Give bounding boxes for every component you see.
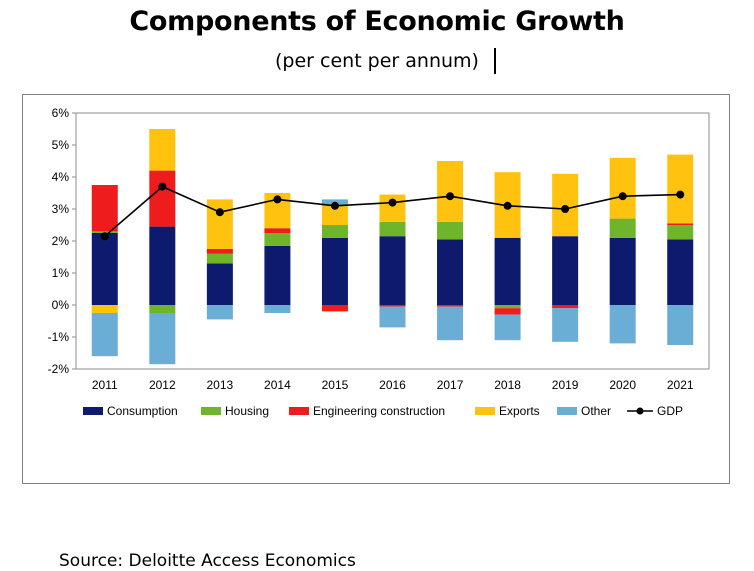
gdp-point — [330, 201, 339, 210]
bar-housing — [667, 225, 694, 240]
bar-consumption — [379, 236, 406, 305]
x-tick-label: 2012 — [149, 378, 176, 392]
chart-title: Components of Economic Growth — [129, 6, 625, 37]
legend-label-housing: Housing — [225, 404, 269, 418]
bar-engineering-construction — [494, 308, 521, 315]
y-tick-label: 0% — [52, 298, 70, 312]
y-tick-label: 5% — [52, 138, 70, 152]
bar-housing — [206, 253, 233, 264]
gdp-point — [158, 182, 167, 191]
bar-consumption — [667, 239, 694, 305]
x-tick-label: 2011 — [92, 378, 118, 392]
bar-other — [206, 305, 233, 320]
bar-housing — [149, 305, 176, 313]
bar-other — [379, 306, 406, 328]
bar-consumption — [437, 239, 464, 305]
bar-other — [552, 308, 579, 342]
bar-engineering-construction — [91, 185, 118, 232]
bar-consumption — [494, 237, 521, 305]
bar-housing — [264, 233, 291, 246]
bar-exports — [149, 129, 176, 171]
bar-exports — [609, 157, 636, 219]
gdp-point — [561, 205, 570, 213]
x-tick-label: 2019 — [552, 378, 579, 392]
legend-swatch-engineering-construction — [289, 407, 309, 415]
gdp-point — [676, 190, 685, 199]
bar-engineering-construction — [321, 305, 348, 312]
x-tick-label: 2020 — [609, 378, 636, 392]
legend-label-engineering-construction: Engineering construction — [313, 404, 445, 418]
gdp-point — [100, 232, 109, 241]
bar-engineering-construction — [206, 249, 233, 254]
legend-swatch-housing — [201, 407, 221, 415]
bar-other — [149, 313, 176, 365]
chart-subtitle: (per cent per annum) — [275, 50, 479, 72]
gdp-point — [388, 198, 397, 207]
source-note: Source: Deloitte Access Economics — [59, 551, 356, 571]
bar-consumption — [206, 263, 233, 305]
legend-label-exports: Exports — [499, 404, 540, 418]
bar-engineering-construction — [552, 305, 579, 309]
legend-label-consumption: Consumption — [107, 404, 178, 418]
bar-consumption — [609, 237, 636, 305]
gdp-point — [446, 192, 455, 201]
bar-other — [264, 305, 291, 313]
y-tick-label: 4% — [52, 170, 70, 184]
bar-consumption — [91, 233, 118, 305]
x-tick-label: 2021 — [667, 378, 694, 392]
gdp-point — [503, 201, 512, 210]
bar-other — [437, 306, 464, 341]
bar-engineering-construction — [264, 228, 291, 233]
legend-label-gdp: GDP — [657, 404, 683, 418]
bar-exports — [321, 205, 348, 225]
y-tick-label: 2% — [52, 234, 70, 248]
bar-consumption — [264, 245, 291, 305]
bar-consumption — [149, 226, 176, 305]
y-tick-label: -1% — [48, 330, 70, 344]
x-tick-label: 2015 — [322, 378, 349, 392]
bar-housing — [437, 221, 464, 240]
legend-swatch-other — [557, 407, 577, 415]
bar-exports — [667, 154, 694, 224]
y-tick-label: 6% — [52, 106, 70, 120]
gdp-point — [273, 195, 282, 204]
x-tick-label: 2014 — [264, 378, 291, 392]
chart-frame: -2% -1% 0% 1% 2% 3% 4% 5% 6% 2011 2012 2013 2014 2015… — [22, 94, 730, 571]
legend-swatch-consumption — [83, 407, 103, 415]
bar-exports — [206, 199, 233, 249]
bar-consumption — [321, 237, 348, 305]
bar-other — [667, 305, 694, 345]
bar-housing — [494, 305, 521, 309]
bar-engineering-construction — [379, 305, 406, 307]
bar-other — [609, 305, 636, 344]
legend-marker-gdp — [636, 407, 644, 415]
bar-other — [494, 314, 521, 341]
bar-other — [91, 313, 118, 357]
stacked-bar-chart: -2% -1% 0% 1% 2% 3% 4% 5% 6% 2011 2012 2013 2014 2015… — [48, 106, 710, 418]
bar-exports — [91, 305, 118, 313]
bar-consumption — [552, 236, 579, 305]
y-tick-label: 1% — [52, 266, 70, 280]
bar-exports — [437, 161, 464, 222]
legend-label-other: Other — [581, 404, 611, 418]
x-tick-label: 2017 — [437, 378, 464, 392]
legend-swatch-exports — [475, 407, 495, 415]
x-tick-label: 2018 — [494, 378, 521, 392]
gdp-point — [215, 208, 224, 217]
text-cursor — [494, 48, 496, 74]
bar-housing — [609, 218, 636, 238]
bar-housing — [321, 225, 348, 238]
gdp-point — [618, 192, 627, 201]
x-tick-label: 2013 — [207, 378, 234, 392]
x-tick-label: 2016 — [379, 378, 406, 392]
bar-engineering-construction — [437, 305, 464, 307]
bar-engineering-construction — [667, 223, 694, 225]
bar-engineering-construction — [149, 170, 176, 227]
y-tick-label: 3% — [52, 202, 70, 216]
y-tick-label: -2% — [48, 362, 70, 376]
bar-housing — [379, 221, 406, 237]
